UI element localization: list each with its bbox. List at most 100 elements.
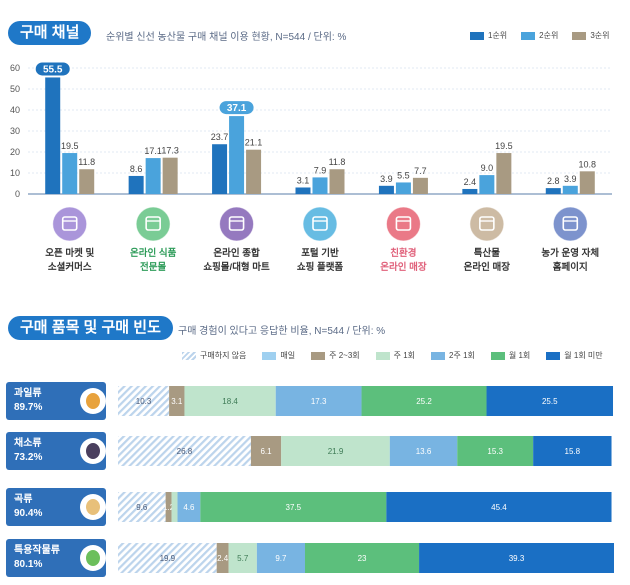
segment-1 xyxy=(118,543,217,573)
segment-label: 5.7 xyxy=(237,554,249,563)
segment-label: 26.8 xyxy=(177,447,193,456)
value-label: 19.5 xyxy=(61,141,79,151)
category-label: 친환경 xyxy=(390,247,416,259)
segment-1 xyxy=(118,436,251,466)
legend-swatch-rank2 xyxy=(521,31,536,40)
segment-7 xyxy=(419,543,614,573)
value-label: 2.4 xyxy=(464,177,477,187)
value-label-pill xyxy=(35,62,70,76)
segment-label: 2.4 xyxy=(217,554,229,563)
legend-swatch-rank1 xyxy=(470,31,484,40)
segment-label: 9.6 xyxy=(136,503,148,512)
segment-4 xyxy=(228,543,257,573)
row-icon xyxy=(80,388,106,414)
segment-label: 3.1 xyxy=(171,397,183,406)
category-label: 온라인 매장 xyxy=(464,261,511,273)
legend-label-biweekly: 2주 1회 xyxy=(449,351,475,360)
legend-item-less-monthly: 월 1회 미만 xyxy=(546,350,603,361)
legend-item-rank1: 1순위 xyxy=(470,30,507,41)
bar-rank2 xyxy=(145,158,161,194)
row-label-box xyxy=(6,488,106,526)
category-label: 소셜커머스 xyxy=(48,261,92,273)
legend-swatch-none xyxy=(182,351,196,360)
value-label: 2.8 xyxy=(547,176,560,186)
value-label: 10.8 xyxy=(579,159,597,169)
value-label: 3.9 xyxy=(564,174,577,184)
bar-rank3 xyxy=(579,171,595,194)
row-label-box xyxy=(6,382,106,420)
segment-label: 9.7 xyxy=(275,554,287,563)
segment-5 xyxy=(389,436,458,466)
segment-7 xyxy=(533,436,612,466)
bar-rank3 xyxy=(162,157,178,194)
value-label: 37.1 xyxy=(227,103,247,114)
segment-4 xyxy=(171,492,178,522)
category-label: 온라인 식품 xyxy=(130,247,177,259)
section2-subtitle: 구매 경험이 있다고 응답한 비율, N=544 / 단위: % xyxy=(178,326,386,337)
row-label-box xyxy=(6,432,106,470)
value-label: 7.7 xyxy=(414,166,427,176)
bar-rank1 xyxy=(462,188,478,194)
legend-swatch-daily xyxy=(262,351,277,360)
y-tick-label: 10 xyxy=(10,168,20,178)
segment-1 xyxy=(118,386,170,416)
bar-rank1 xyxy=(212,144,228,194)
y-tick-label: 50 xyxy=(10,84,20,94)
category-label: 오픈 마켓 및 xyxy=(45,247,94,259)
category-label: 농가 운영 자체 xyxy=(541,247,599,259)
segment-label: 18.4 xyxy=(222,397,238,406)
bar-rank3 xyxy=(496,153,512,194)
segment-label: 39.3 xyxy=(509,554,525,563)
segment-label: 6.1 xyxy=(260,447,272,456)
legend-label-weekly: 주 1회 xyxy=(393,351,416,360)
value-label: 17.3 xyxy=(161,146,179,156)
segment-label: 10.3 xyxy=(136,397,152,406)
legend-item-monthly: 월 1회 xyxy=(490,350,530,361)
segment-5 xyxy=(177,492,201,522)
bar-rank2 xyxy=(562,185,578,194)
category-label: 쇼핑몰/대형 마트 xyxy=(203,261,270,273)
segment-7 xyxy=(386,492,612,522)
bar-rank3 xyxy=(246,149,262,194)
legend-swatch-biweekly xyxy=(431,351,446,360)
y-tick-label: 30 xyxy=(10,126,20,136)
section2-legend: 구매하지 않음 매일 주 2~3회 주 1회 2주 1회 월 1회 월 1회 미… xyxy=(182,350,603,361)
segment-6 xyxy=(457,436,534,466)
value-label-pill xyxy=(219,101,254,115)
legend-item-daily: 매일 xyxy=(262,350,295,361)
row-icon xyxy=(80,545,106,571)
segment-label: 4.6 xyxy=(183,503,195,512)
bar-rank2 xyxy=(229,116,245,194)
bar-rank2 xyxy=(479,175,495,194)
legend-item-rank2: 2순위 xyxy=(521,30,558,41)
category-label: 온라인 매장 xyxy=(380,261,427,273)
bar-rank1 xyxy=(545,188,561,194)
legend-swatch-less-monthly xyxy=(546,351,561,360)
category-icon xyxy=(552,206,588,242)
value-label: 3.9 xyxy=(380,174,393,184)
segment-3 xyxy=(165,492,172,522)
bar-rank1 xyxy=(378,185,394,194)
legend-label-rank2: 2순위 xyxy=(539,31,559,40)
segment-6 xyxy=(304,543,420,573)
row-icon xyxy=(80,494,106,520)
segment-label: 19.9 xyxy=(160,554,176,563)
legend-label-2-3-week: 주 2~3회 xyxy=(329,351,360,360)
legend-label-none: 구매하지 않음 xyxy=(200,351,247,360)
legend-label-less-monthly: 월 1회 미만 xyxy=(564,351,603,360)
segment-1 xyxy=(118,492,166,522)
segment-6 xyxy=(361,386,487,416)
segment-6 xyxy=(200,492,387,522)
segment-label: 25.5 xyxy=(542,397,558,406)
value-label: 23.7 xyxy=(211,132,229,142)
legend-swatch-2-3-week xyxy=(311,351,326,360)
segment-7 xyxy=(486,386,614,416)
segment-label: 25.2 xyxy=(416,397,432,406)
segment-label: 45.4 xyxy=(491,503,507,512)
bar-rank1 xyxy=(45,77,61,194)
category-icon xyxy=(385,206,421,242)
category-icon xyxy=(302,206,338,242)
legend-item-biweekly: 2주 1회 xyxy=(431,350,475,361)
bar-rank3 xyxy=(79,169,95,194)
